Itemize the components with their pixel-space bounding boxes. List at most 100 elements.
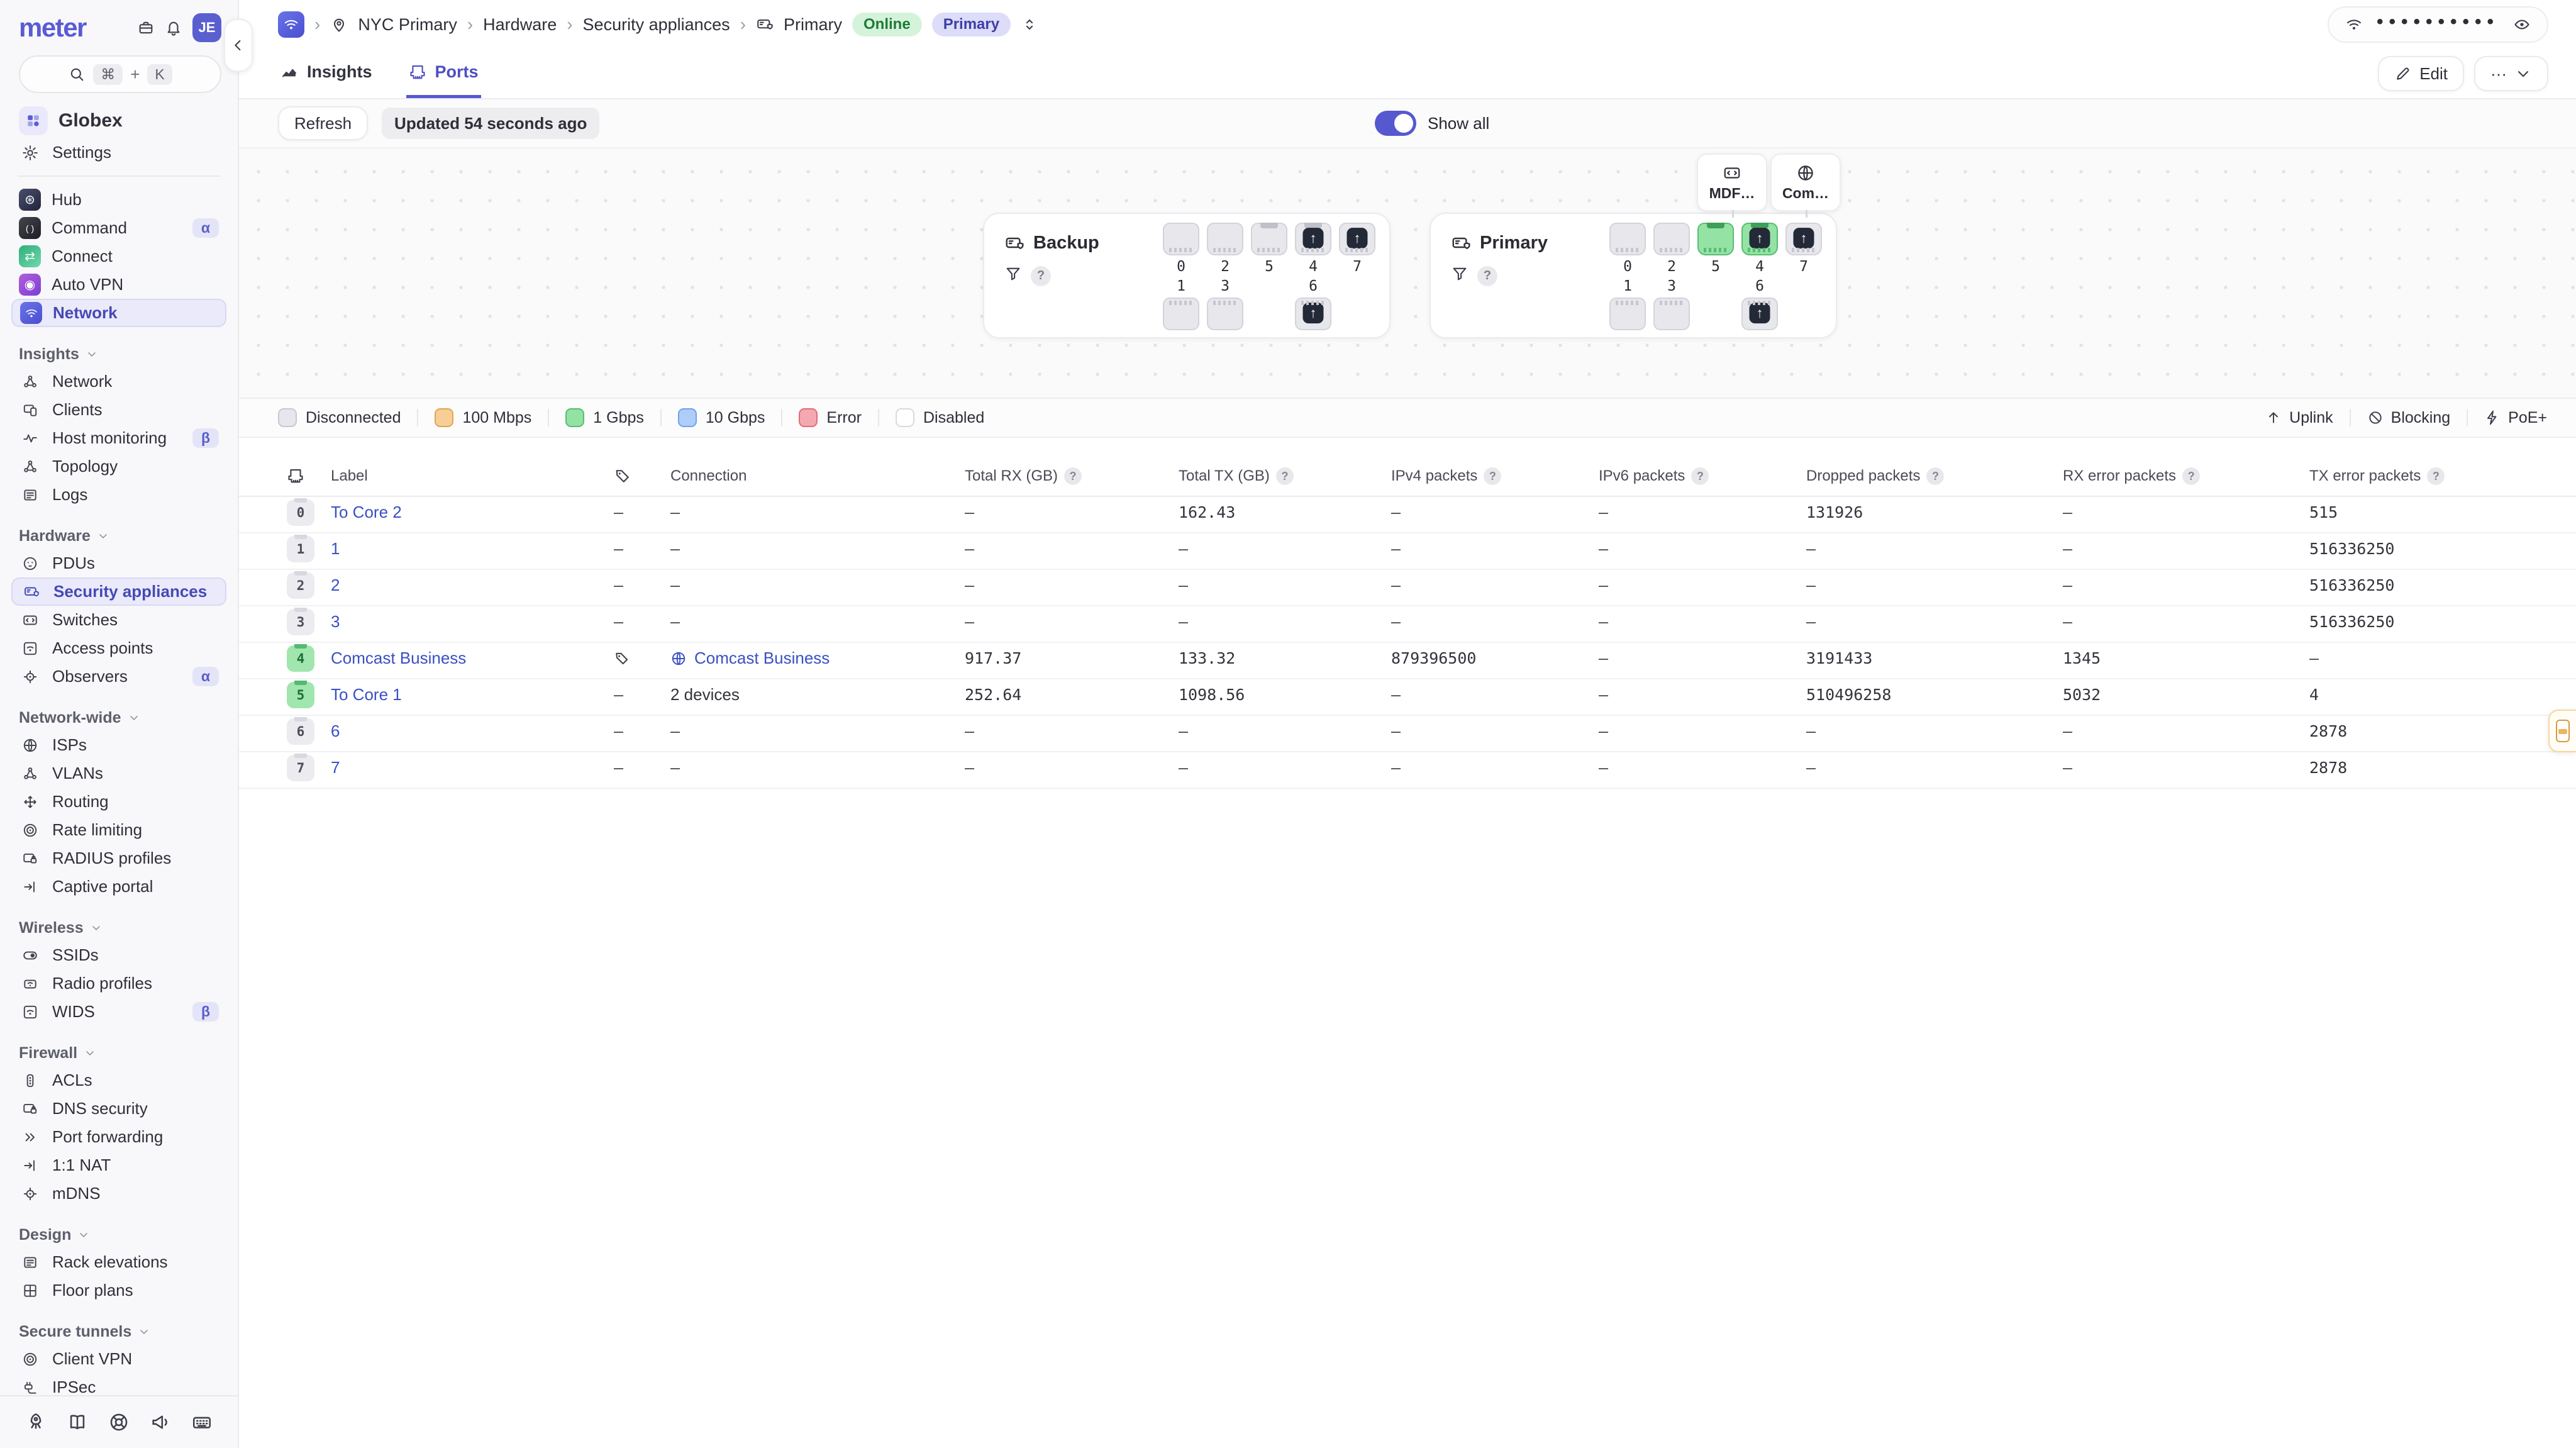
sidebar-item-rack-elevations[interactable]: Rack elevations [11, 1248, 226, 1276]
table-row-port-0[interactable]: 0 To Core 2 – – – 162.43 – – 131926 – 515 [239, 497, 2576, 533]
port-4-jack[interactable]: ↑ [1295, 223, 1331, 255]
footer-keyboard-button[interactable] [191, 1412, 213, 1433]
port-5-jack[interactable] [1697, 223, 1734, 255]
port-2-jack[interactable] [1653, 223, 1690, 255]
edit-button[interactable]: Edit [2378, 56, 2465, 91]
sidebar-app-command[interactable]: ( ) Command α [11, 214, 226, 242]
sidebar-item-topology[interactable]: Topology [11, 452, 226, 481]
port-1-jack[interactable] [1163, 298, 1199, 330]
section-header-insights[interactable]: Insights [11, 341, 226, 367]
sidebar-item-vlans[interactable]: VLANs [11, 759, 226, 788]
sidebar-item-ssids[interactable]: SSIDs [11, 941, 226, 969]
table-row-port-6[interactable]: 6 6 – – – – – – – – 2878 [239, 716, 2576, 752]
sidebar-app-connect[interactable]: ⇄ Connect [11, 242, 226, 270]
port-label-link[interactable]: 3 [331, 612, 340, 631]
device-switcher-icon[interactable] [1021, 16, 1038, 33]
port-1-jack[interactable] [1609, 298, 1646, 330]
sidebar-item-routing[interactable]: Routing [11, 788, 226, 816]
tab-ports[interactable]: Ports [406, 49, 481, 98]
table-row-port-5[interactable]: 5 To Core 1 – 2 devices 252.64 1098.56 – – 51049… [239, 679, 2576, 716]
sidebar-item-captive-portal[interactable]: Captive portal [11, 872, 226, 901]
briefcase-icon[interactable] [137, 19, 155, 36]
breadcrumb-hardware[interactable]: Hardware [483, 14, 557, 34]
table-row-port-2[interactable]: 2 2 – – – – – – – – 516336250 [239, 570, 2576, 606]
eye-icon[interactable] [2513, 16, 2531, 33]
table-row-port-1[interactable]: 1 1 – – – – – – – – 516336250 [239, 533, 2576, 570]
wifi-password-pill[interactable]: •••••••••• [2327, 6, 2548, 43]
port-4-jack[interactable]: ↑ [1741, 223, 1778, 255]
help-icon[interactable]: ? [1064, 467, 1082, 485]
sidebar-item-isps[interactable]: ISPs [11, 731, 226, 759]
help-icon[interactable]: ? [2427, 467, 2445, 485]
sidebar-item-logs[interactable]: Logs [11, 481, 226, 509]
port-0-jack[interactable] [1163, 223, 1199, 255]
more-button[interactable]: ··· [2474, 56, 2548, 91]
port-7-jack[interactable]: ↑ [1785, 223, 1822, 255]
sidebar-item-pdus[interactable]: PDUs [11, 549, 226, 577]
sidebar-item-radius-profiles[interactable]: RADIUS profiles [11, 844, 226, 872]
footer-rocket-button[interactable] [25, 1412, 47, 1433]
help-icon[interactable]: ? [1484, 467, 1502, 485]
port-3-jack[interactable] [1207, 298, 1243, 330]
port-7-jack[interactable]: ↑ [1339, 223, 1375, 255]
sidebar-item-host-monitoring[interactable]: Host monitoring β [11, 424, 226, 452]
sidebar-item-floor-plans[interactable]: Floor plans [11, 1276, 226, 1305]
sidebar-item-wids[interactable]: WIDS β [11, 998, 226, 1026]
sidebar-item-port-forwarding[interactable]: Port forwarding [11, 1123, 226, 1151]
port-3-jack[interactable] [1653, 298, 1690, 330]
port-label-link[interactable]: To Core 1 [331, 685, 402, 704]
sidebar-item-client-vpn[interactable]: Client VPN [11, 1345, 226, 1373]
sidebar-item-1-1-nat[interactable]: 1:1 NAT [11, 1151, 226, 1179]
port-label-link[interactable]: 6 [331, 721, 340, 740]
breadcrumb-device[interactable]: Primary [784, 14, 843, 34]
port-label-link[interactable]: 2 [331, 576, 340, 594]
network-app-icon[interactable] [278, 11, 304, 38]
sidebar-item-dns-security[interactable]: DNS security [11, 1094, 226, 1123]
sidebar-item-network[interactable]: Network [11, 367, 226, 396]
sidebar-item-rate-limiting[interactable]: Rate limiting [11, 816, 226, 844]
breadcrumb-security-appliances[interactable]: Security appliances [582, 14, 730, 34]
help-icon[interactable]: ? [1926, 467, 1945, 485]
section-header-firewall[interactable]: Firewall [11, 1040, 226, 1066]
port-0-jack[interactable] [1609, 223, 1646, 255]
sidebar-item-radio-profiles[interactable]: Radio profiles [11, 969, 226, 998]
table-row-port-7[interactable]: 7 7 – – – – – – – – 2878 [239, 752, 2576, 789]
connection-link[interactable]: Comcast Business [670, 649, 965, 668]
tab-insights[interactable]: Insights [278, 49, 375, 98]
search-input[interactable]: ⌘ + K [19, 55, 221, 93]
section-header-secure-tunnels[interactable]: Secure tunnels [11, 1318, 226, 1345]
feedback-edge-widget[interactable] [2548, 710, 2576, 752]
port-5-jack[interactable] [1251, 223, 1287, 255]
port-label-link[interactable]: Comcast Business [331, 649, 467, 667]
show-all-toggle[interactable] [1375, 111, 1416, 136]
section-header-network-wide[interactable]: Network-wide [11, 705, 226, 731]
sidebar-item-security-appliances[interactable]: Security appliances [11, 577, 226, 606]
footer-book-button[interactable] [67, 1412, 88, 1433]
port-2-jack[interactable] [1207, 223, 1243, 255]
sidebar-app-auto-vpn[interactable]: ◉ Auto VPN [11, 270, 226, 299]
avatar[interactable]: JE [192, 13, 221, 42]
port-6-jack[interactable]: ↑ [1295, 298, 1331, 330]
help-icon[interactable]: ? [1031, 265, 1051, 286]
sidebar-item-observers[interactable]: Observers α [11, 662, 226, 691]
filter-icon[interactable] [1004, 265, 1022, 287]
table-row-port-4[interactable]: 4 Comcast Business Comcast Business 917.37 1… [239, 643, 2576, 679]
table-row-port-3[interactable]: 3 3 – – – – – – – – 516336250 [239, 606, 2576, 643]
section-header-wireless[interactable]: Wireless [11, 915, 226, 941]
port-label-link[interactable]: To Core 2 [331, 503, 402, 521]
section-header-design[interactable]: Design [11, 1222, 226, 1248]
footer-life-ring-button[interactable] [108, 1412, 130, 1433]
help-icon[interactable]: ? [1691, 467, 1709, 485]
port-label-link[interactable]: 1 [331, 539, 340, 558]
help-icon[interactable]: ? [1477, 265, 1497, 286]
help-icon[interactable]: ? [2182, 467, 2201, 485]
help-icon[interactable]: ? [1275, 467, 1294, 485]
sidebar-item-settings[interactable]: Settings [11, 138, 226, 167]
sidebar-app-hub[interactable]: ⊛ Hub [11, 186, 226, 214]
bell-icon[interactable] [165, 19, 182, 36]
port-6-jack[interactable]: ↑ [1741, 298, 1778, 330]
sidebar-item-ipsec[interactable]: IPSec [11, 1373, 226, 1395]
sidebar-app-network[interactable]: Network [11, 299, 226, 327]
refresh-button[interactable]: Refresh [278, 106, 369, 140]
footer-megaphone-button[interactable] [150, 1412, 171, 1433]
